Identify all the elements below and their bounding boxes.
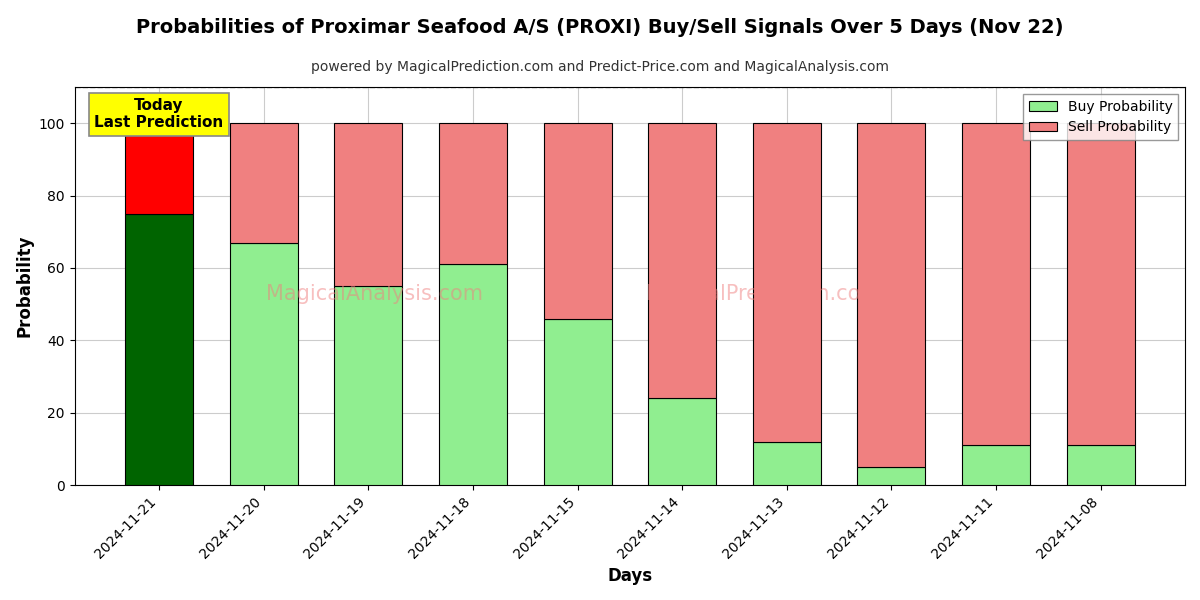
Bar	[752, 123, 821, 442]
Bar	[752, 442, 821, 485]
Bar	[229, 123, 298, 242]
Bar	[962, 445, 1030, 485]
Legend: Buy Probability, Sell Probability: Buy Probability, Sell Probability	[1024, 94, 1178, 140]
Text: Probabilities of Proximar Seafood A/S (PROXI) Buy/Sell Signals Over 5 Days (Nov : Probabilities of Proximar Seafood A/S (P…	[137, 18, 1063, 37]
Text: Today
Last Prediction: Today Last Prediction	[95, 98, 223, 130]
Bar	[544, 123, 612, 319]
Bar	[962, 123, 1030, 445]
Y-axis label: Probability: Probability	[16, 235, 34, 337]
Bar	[125, 123, 193, 214]
X-axis label: Days: Days	[607, 567, 653, 585]
Bar	[125, 214, 193, 485]
Bar	[229, 242, 298, 485]
Bar	[439, 123, 506, 265]
Bar	[439, 265, 506, 485]
Bar	[857, 467, 925, 485]
Text: MagicalPrediction.com: MagicalPrediction.com	[646, 284, 881, 304]
Bar	[857, 123, 925, 467]
Text: powered by MagicalPrediction.com and Predict-Price.com and MagicalAnalysis.com: powered by MagicalPrediction.com and Pre…	[311, 60, 889, 74]
Bar	[335, 286, 402, 485]
Bar	[335, 123, 402, 286]
Bar	[1067, 445, 1134, 485]
Bar	[1067, 123, 1134, 445]
Bar	[648, 398, 716, 485]
Bar	[544, 319, 612, 485]
Bar	[648, 123, 716, 398]
Text: MagicalAnalysis.com: MagicalAnalysis.com	[266, 284, 482, 304]
